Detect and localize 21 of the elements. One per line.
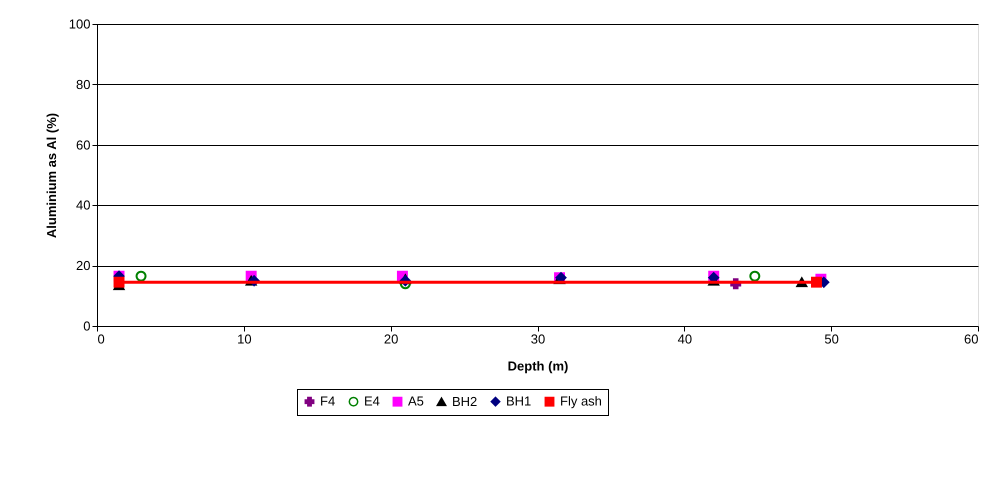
y-tick-label: 0 <box>83 318 90 334</box>
x-tick-label: 30 <box>530 332 546 346</box>
legend-label: E4 <box>364 394 380 409</box>
x-tick-label: 10 <box>237 332 252 346</box>
y-tick-label: 100 <box>68 16 90 32</box>
y-tick-label: 80 <box>76 76 90 92</box>
legend-label: A5 <box>408 394 424 409</box>
x-tick-label: 40 <box>678 332 692 346</box>
x-tick-label: 60 <box>964 332 978 346</box>
x-tick-label: 0 <box>98 332 105 346</box>
legend-label: BH2 <box>452 394 478 409</box>
y-tick-label: 20 <box>76 258 90 274</box>
x-axis-title: Depth (m) <box>508 358 568 374</box>
legend-label: BH1 <box>506 394 532 409</box>
y-axis-title: Aluminium as Al (%) <box>44 112 59 238</box>
legend-label: F4 <box>320 394 336 409</box>
x-tick-label: 20 <box>384 332 398 346</box>
legend-label: Fly ash <box>560 394 602 409</box>
x-tick-label: 50 <box>824 332 839 346</box>
y-tick-label: 40 <box>76 198 90 213</box>
y-tick-label: 60 <box>76 137 90 152</box>
